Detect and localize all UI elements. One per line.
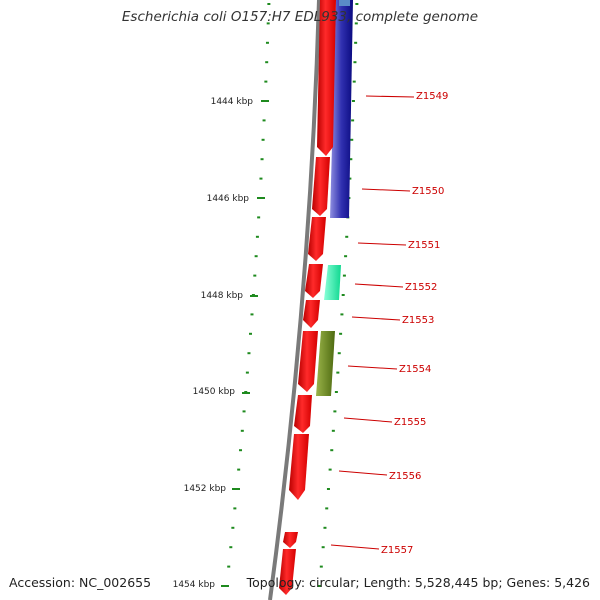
gene-labels: Z1549 Z1550 Z1551 Z1552 Z1553 Z1554 Z155… bbox=[330, 91, 448, 556]
gene-leader-line bbox=[347, 365, 398, 370]
gene-label[interactable]: Z1557 bbox=[381, 545, 413, 556]
gene-label[interactable]: Z1551 bbox=[408, 240, 440, 251]
gene-label[interactable]: Z1554 bbox=[399, 364, 431, 375]
gene-arrow[interactable] bbox=[298, 331, 318, 392]
gene-leader-line bbox=[343, 417, 393, 423]
gene-arrow[interactable] bbox=[303, 300, 320, 328]
gene-arrow[interactable] bbox=[294, 395, 312, 433]
gene-leader-line bbox=[338, 470, 388, 476]
gene-leader-line bbox=[351, 316, 401, 321]
gene-leader-line bbox=[354, 283, 404, 288]
genome-title: Escherichia coli O157:H7 EDL933, complet… bbox=[121, 9, 479, 25]
blue-feature-top[interactable] bbox=[339, 0, 350, 6]
feature-track bbox=[316, 0, 353, 396]
gene-label[interactable]: Z1556 bbox=[389, 471, 421, 482]
scale-label: 1448 kbp bbox=[201, 291, 244, 301]
gene-label[interactable]: Z1553 bbox=[402, 315, 434, 326]
gene-leader-line bbox=[330, 544, 380, 550]
gene-arrow[interactable] bbox=[312, 157, 330, 216]
scale-label: 1454 kbp bbox=[173, 580, 216, 590]
gene-track bbox=[279, 0, 336, 595]
gene-leader-line bbox=[365, 95, 415, 98]
scale-label: 1446 kbp bbox=[207, 194, 250, 204]
gene-arrow[interactable] bbox=[308, 217, 326, 261]
gene-label[interactable]: Z1552 bbox=[405, 282, 437, 293]
topology-text: Topology: circular; Length: 5,528,445 bp… bbox=[246, 575, 590, 590]
cyan-feature[interactable] bbox=[324, 265, 341, 300]
gene-arrow[interactable] bbox=[317, 0, 336, 156]
genome-backbone bbox=[268, 0, 321, 600]
scale-axis: 1444 kbp 1446 kbp 1448 kbp 1450 kbp 1452… bbox=[173, 97, 269, 590]
scale-label: 1450 kbp bbox=[193, 387, 236, 397]
gene-arrow[interactable] bbox=[289, 434, 309, 500]
scale-label: 1452 kbp bbox=[184, 484, 227, 494]
gene-arrow[interactable] bbox=[279, 549, 296, 595]
blue-feature[interactable] bbox=[330, 0, 353, 218]
gene-arrow[interactable] bbox=[305, 264, 323, 298]
gene-arrow[interactable] bbox=[283, 532, 298, 548]
scale-label: 1444 kbp bbox=[211, 97, 254, 107]
inner-tick-marks bbox=[317, 3, 359, 587]
olive-feature[interactable] bbox=[316, 331, 335, 396]
accession-text: Accession: NC_002655 bbox=[9, 575, 152, 590]
gene-label[interactable]: Z1550 bbox=[412, 186, 444, 197]
gene-leader-line bbox=[361, 188, 411, 192]
gene-label[interactable]: Z1555 bbox=[394, 417, 426, 428]
gene-label[interactable]: Z1549 bbox=[416, 91, 448, 102]
gene-leader-line bbox=[357, 242, 407, 246]
